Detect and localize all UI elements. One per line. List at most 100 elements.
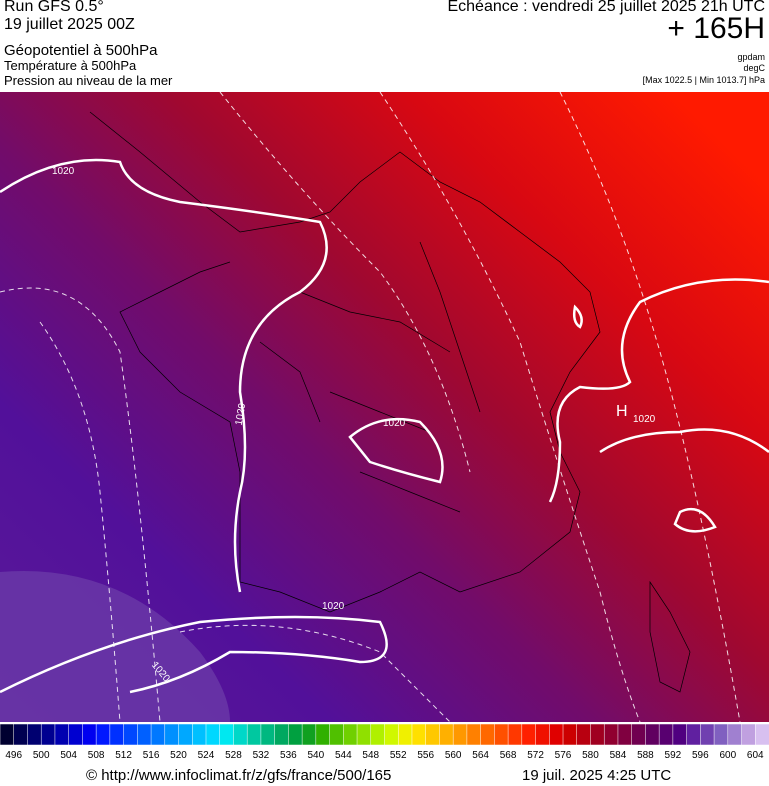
borders <box>89 111 691 693</box>
color-swatch <box>755 724 769 746</box>
color-swatch <box>260 724 276 746</box>
colorbar-label: 560 <box>445 750 462 761</box>
cold-zone <box>0 571 230 722</box>
color-swatch <box>397 724 413 746</box>
lead-time: + 165H <box>667 12 765 45</box>
color-swatch <box>137 724 152 746</box>
colorbar-label: 600 <box>719 750 736 761</box>
colorbar-label: 604 <box>747 750 764 761</box>
color-swatch <box>631 724 647 746</box>
color-swatch <box>686 724 702 746</box>
color-swatch <box>521 724 537 746</box>
isobar-label: 1020 <box>234 402 249 426</box>
color-swatch <box>82 724 97 746</box>
color-swatch <box>95 724 111 746</box>
map: 1020 1020 1020 1020 1020 1020 H <box>0 92 769 722</box>
color-swatch <box>233 724 248 746</box>
color-swatch <box>150 724 166 746</box>
colorbar-label: 564 <box>472 750 489 761</box>
colorbar-label: 584 <box>610 750 627 761</box>
color-swatch <box>40 724 56 746</box>
colorbar-label: 536 <box>280 750 297 761</box>
color-swatch <box>274 724 290 746</box>
colorbar-label: 572 <box>527 750 544 761</box>
colorbar-label: 532 <box>253 750 270 761</box>
color-swatch <box>700 724 715 746</box>
color-swatch <box>562 724 578 746</box>
colorbar-label: 580 <box>582 750 599 761</box>
color-swatch <box>246 724 262 746</box>
colorbar-label: 568 <box>500 750 517 761</box>
colorbar-label: 524 <box>198 750 215 761</box>
color-swatch <box>741 724 757 746</box>
run-date: 19 juillet 2025 00Z <box>4 16 135 33</box>
high-marker: H <box>616 403 628 420</box>
isobar-label: 1020 <box>52 166 75 177</box>
color-swatch <box>27 724 42 746</box>
colorbar-label: 496 <box>5 750 22 761</box>
color-swatch <box>439 724 454 746</box>
colorbar-label: 596 <box>692 750 709 761</box>
colorbar-label: 544 <box>335 750 352 761</box>
color-swatch <box>425 724 441 746</box>
colorbar-label: 592 <box>665 750 682 761</box>
colorbar-label: 576 <box>555 750 572 761</box>
color-swatch <box>68 724 84 746</box>
timestamp: 19 juil. 2025 4:25 UTC <box>522 767 672 784</box>
color-swatch <box>219 724 235 746</box>
colorbar-label: 512 <box>115 750 132 761</box>
pressure-range: [Max 1022.5 | Min 1013.7] hPa <box>642 75 765 85</box>
color-swatch <box>164 724 180 746</box>
colorbar-label: 540 <box>307 750 324 761</box>
colorbar-label: 508 <box>88 750 105 761</box>
unit: gpdam <box>737 52 765 62</box>
isobars <box>0 158 769 694</box>
color-swatch <box>0 724 15 746</box>
color-swatch <box>549 724 564 746</box>
color-swatch <box>590 724 605 746</box>
color-swatch <box>329 724 345 746</box>
color-swatch <box>507 724 523 746</box>
unit: degC <box>743 63 765 73</box>
color-swatch <box>411 724 427 746</box>
color-swatch <box>713 724 729 746</box>
valid-time: Echéance : vendredi 25 juillet 2025 21h … <box>447 0 765 15</box>
color-swatch <box>480 724 496 746</box>
color-swatch <box>13 724 29 746</box>
field: Géopotentiel à 500hPa <box>4 42 158 59</box>
color-swatch <box>54 724 70 746</box>
color-swatch <box>603 724 619 746</box>
colorbar-label: 500 <box>33 750 50 761</box>
color-swatch <box>658 724 674 746</box>
color-swatch <box>192 724 207 746</box>
color-swatch <box>315 724 331 746</box>
color-swatch <box>466 724 482 746</box>
color-swatch <box>452 724 468 746</box>
colorbar-label: 520 <box>170 750 187 761</box>
colorbar: 496 500 504 508 512 516 520 524 528 532 536 540 544 5… <box>0 724 769 761</box>
colorbar-label: 528 <box>225 750 242 761</box>
colorbar-label: 516 <box>143 750 160 761</box>
color-swatch <box>617 724 633 746</box>
color-swatch <box>645 724 660 746</box>
colorbar-label: 548 <box>362 750 379 761</box>
color-swatch <box>109 724 125 746</box>
color-swatch <box>356 724 372 746</box>
color-swatch <box>370 724 386 746</box>
color-swatch <box>301 724 317 746</box>
colorbar-label: 552 <box>390 750 407 761</box>
colorbar-label: 504 <box>60 750 77 761</box>
isobar-label: 1020 <box>322 601 345 612</box>
color-swatch <box>672 724 688 746</box>
color-swatch <box>535 724 551 746</box>
color-swatch <box>123 724 139 746</box>
color-swatch <box>384 724 399 746</box>
colorbar-label: 556 <box>417 750 434 761</box>
color-swatch <box>288 724 303 746</box>
color-swatch <box>343 724 358 746</box>
color-swatch <box>727 724 743 746</box>
color-swatch <box>576 724 592 746</box>
field: Température à 500hPa <box>4 58 137 73</box>
color-swatch <box>205 724 221 746</box>
